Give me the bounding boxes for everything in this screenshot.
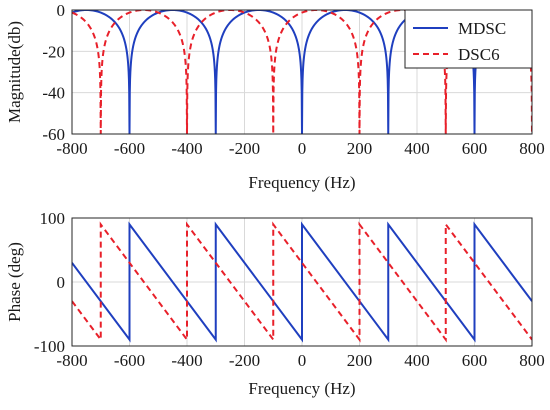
- phase-xtick-label: -600: [114, 351, 145, 370]
- phase-xtick-label: -400: [171, 351, 202, 370]
- phase-xtick-label: 600: [462, 351, 488, 370]
- magnitude-ylabel: Magnitude(db): [5, 21, 24, 123]
- phase-ytick-label: 0: [57, 273, 66, 292]
- phase-xtick-label: 0: [298, 351, 307, 370]
- phase-ytick-labels: 100 0 -100: [34, 209, 65, 356]
- legend-label-dsc6: DSC6: [458, 45, 500, 64]
- legend-box: [404, 9, 533, 69]
- phase-ytick-label: -100: [34, 337, 65, 356]
- magnitude-panel: -800 -600 -400 -200 0 200 400 600 800 0 -20 -40 -60…: [5, 1, 545, 192]
- legend-label-mdsc: MDSC: [458, 19, 506, 38]
- magnitude-xtick-label: 800: [519, 139, 545, 158]
- phase-ytick-label: 100: [40, 209, 66, 228]
- phase-series: [72, 221, 532, 343]
- magnitude-xtick-label: 0: [298, 139, 307, 158]
- magnitude-xtick-label: 600: [462, 139, 488, 158]
- phase-xtick-label: 200: [347, 351, 373, 370]
- magnitude-xtick-label: -600: [114, 139, 145, 158]
- magnitude-ytick-label: -40: [42, 84, 65, 103]
- phase-xtick-label: 400: [404, 351, 430, 370]
- phase-ylabel: Phase (deg): [5, 242, 24, 322]
- phase-series-mdsc: [72, 221, 532, 343]
- magnitude-ytick-label: -60: [42, 125, 65, 144]
- magnitude-xtick-label: 200: [347, 139, 373, 158]
- magnitude-ytick-label: 0: [57, 1, 66, 20]
- phase-xlabel: Frequency (Hz): [248, 379, 355, 398]
- phase-axes-box: [71, 217, 533, 347]
- phase-xtick-label: 800: [519, 351, 545, 370]
- magnitude-xtick-label: -200: [229, 139, 260, 158]
- magnitude-xtick-labels: -800 -600 -400 -200 0 200 400 600 800: [56, 139, 544, 158]
- phase-xtick-labels: -800 -600 -400 -200 0 200 400 600 800: [56, 351, 544, 370]
- magnitude-xtick-label: -800: [56, 139, 87, 158]
- magnitude-xtick-label: -400: [171, 139, 202, 158]
- phase-xtick-label: -200: [229, 351, 260, 370]
- legend: MDSC DSC6: [404, 9, 533, 69]
- magnitude-axes-box: [71, 9, 533, 135]
- magnitude-xtick-label: 400: [404, 139, 430, 158]
- magnitude-ytick-labels: 0 -20 -40 -60: [42, 1, 65, 144]
- magnitude-ytick-label: -20: [42, 42, 65, 61]
- magnitude-xlabel: Frequency (Hz): [248, 173, 355, 192]
- phase-series-dsc6: [72, 221, 532, 343]
- phase-xtick-label: -800: [56, 351, 87, 370]
